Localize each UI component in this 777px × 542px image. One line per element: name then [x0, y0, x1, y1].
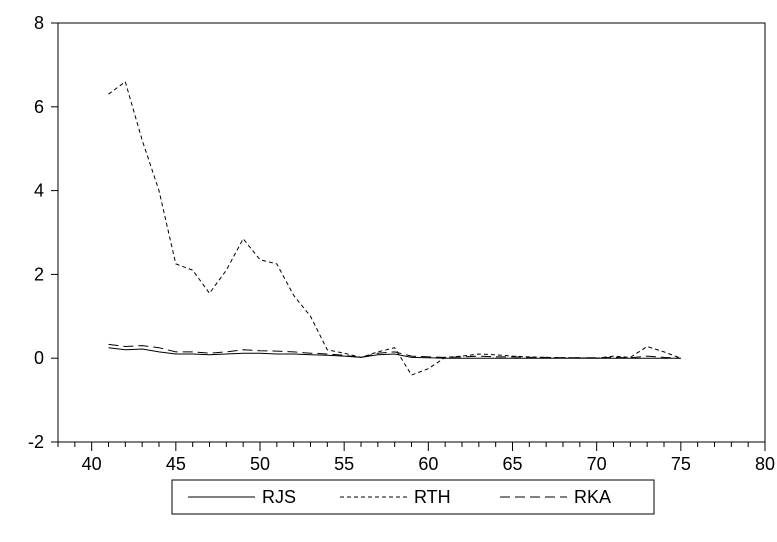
x-tick-label: 60: [418, 454, 438, 474]
legend-label-rka: RKA: [574, 487, 611, 507]
x-tick-label: 40: [82, 454, 102, 474]
series-line-rka: [108, 343, 681, 359]
x-tick-label: 65: [502, 454, 522, 474]
series-line-rth: [108, 80, 681, 376]
series-lines: [108, 80, 681, 376]
axis-ticks: [51, 22, 766, 451]
x-tick-label: 75: [671, 454, 691, 474]
x-tick-label: 45: [166, 454, 186, 474]
y-tick-label: 8: [34, 13, 44, 33]
legend-label-rjs: RJS: [262, 487, 296, 507]
legend: RJS RTH RKA: [171, 479, 655, 515]
y-tick-label: 6: [34, 97, 44, 117]
axis-tick-labels: 40 45 50 55 60 65 70 75 80 -2 0 2 4 6 8: [28, 13, 775, 474]
y-tick-label: -2: [28, 432, 44, 452]
legend-label-rth: RTH: [414, 487, 451, 507]
x-tick-label: 55: [334, 454, 354, 474]
y-tick-label: 4: [34, 181, 44, 201]
y-tick-label: 0: [34, 348, 44, 368]
y-tick-label: 2: [34, 264, 44, 284]
x-tick-label: 70: [587, 454, 607, 474]
x-tick-label: 50: [250, 454, 270, 474]
plot-frame: [57, 22, 766, 443]
x-tick-label: 80: [755, 454, 775, 474]
